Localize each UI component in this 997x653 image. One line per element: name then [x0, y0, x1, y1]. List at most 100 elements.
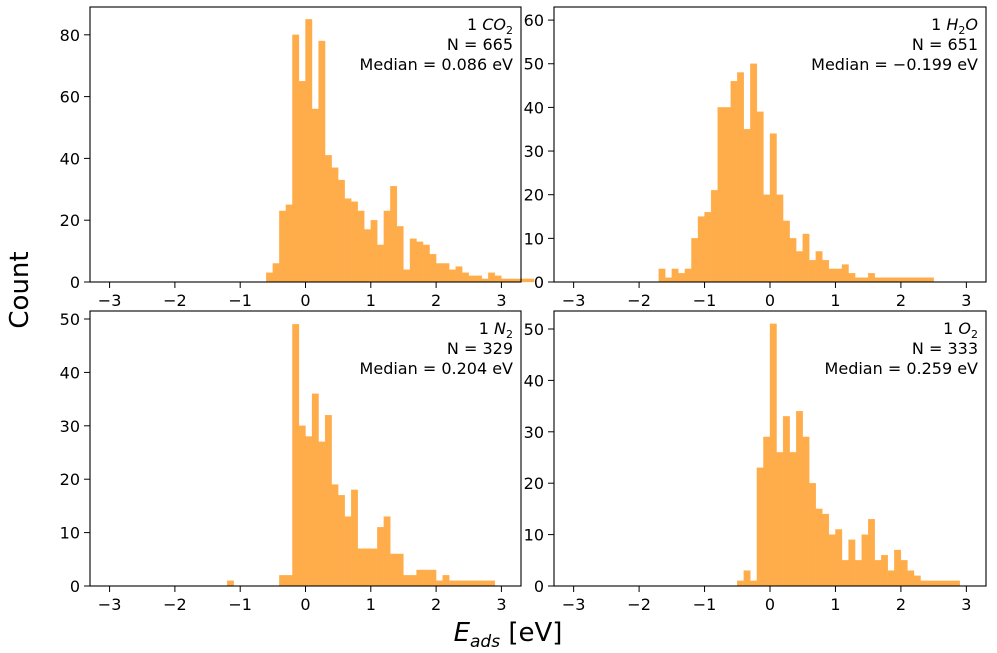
histogram-bar [468, 275, 476, 283]
histogram-bar [809, 260, 816, 283]
histogram-bar [331, 167, 339, 283]
histogram-bar [907, 570, 915, 587]
y-tick-label: 0 [534, 273, 544, 292]
y-tick-label: 20 [60, 470, 80, 489]
histogram-bar [868, 273, 875, 283]
x-tick-label: 3 [496, 291, 506, 310]
histogram-bar [809, 483, 816, 587]
count-label: N = 665 [447, 35, 513, 54]
histogram-bar [468, 580, 476, 587]
histogram-bar [435, 580, 443, 587]
histogram-bar [331, 484, 339, 587]
y-tick-label: 30 [60, 417, 80, 436]
histogram-bar [383, 210, 391, 283]
median-label: Median = −0.199 eV [811, 55, 978, 74]
species-label: 1 H2O [931, 15, 978, 37]
histogram-bar [390, 553, 398, 587]
histogram-bar [409, 238, 417, 283]
histogram-bar [782, 220, 790, 283]
histogram-bar [396, 226, 404, 283]
histogram-bar [737, 72, 744, 283]
histogram-bar [488, 272, 496, 283]
histogram-bar [364, 548, 371, 587]
histogram-bar [226, 580, 234, 587]
x-tick-label: −2 [627, 291, 651, 310]
histogram-bar [907, 277, 915, 283]
histogram-bar [868, 519, 875, 587]
x-tick-label: 0 [300, 291, 310, 310]
x-tick-label: −2 [163, 595, 187, 614]
histogram-bar [344, 198, 352, 283]
histogram-bar [344, 516, 352, 587]
histogram-bar [724, 107, 731, 283]
histogram-bar [311, 108, 319, 283]
histogram-bar [743, 570, 751, 587]
histogram-bar [894, 549, 902, 587]
y-tick-label: 50 [524, 320, 544, 339]
histogram-bar [887, 570, 895, 587]
x-tick-label: 2 [431, 595, 441, 614]
histogram-bar [370, 220, 378, 283]
histogram-bar [756, 111, 764, 283]
y-tick-label: 20 [524, 186, 544, 205]
histogram-bar [403, 575, 411, 587]
histogram-bar [324, 414, 332, 587]
count-label: N = 329 [447, 339, 513, 358]
histogram-bar [841, 560, 849, 587]
count-label: N = 651 [912, 35, 978, 54]
histogram-bar [887, 277, 895, 283]
y-tick-label: 10 [524, 229, 544, 248]
histogram-bar [854, 560, 862, 587]
histogram-bar [848, 539, 856, 587]
histogram-bar [730, 81, 738, 283]
histogram-bar [920, 580, 928, 587]
x-tick-label: −1 [228, 291, 252, 310]
median-label: Median = 0.259 eV [825, 359, 979, 378]
x-tick-label: −1 [228, 595, 252, 614]
y-tick-label: 40 [60, 149, 80, 168]
x-tick-label: 1 [366, 291, 376, 310]
histogram-bar [704, 212, 712, 283]
x-tick-label: −3 [98, 291, 122, 310]
histogram-bar [292, 324, 300, 587]
histogram-bar [494, 275, 502, 283]
x-tick-label: 3 [496, 595, 506, 614]
histogram-bar [894, 277, 902, 283]
histogram-bar [678, 273, 686, 283]
median-label: Median = 0.086 eV [360, 55, 514, 74]
histogram-bar [409, 575, 417, 587]
x-tick-label: 2 [431, 291, 441, 310]
histogram-bar [422, 569, 430, 587]
histogram-bar [756, 467, 764, 587]
x-axis-label: Eads [eV] [454, 618, 563, 652]
histogram-bar [475, 275, 482, 283]
histogram-bar [874, 277, 882, 283]
histogram-bar [357, 548, 365, 587]
y-tick-label: 30 [524, 142, 544, 161]
histogram-bar [311, 393, 319, 587]
histogram-bar [279, 575, 287, 587]
histogram-bar [442, 263, 450, 283]
histogram-bar [796, 411, 803, 587]
histogram-bar [691, 238, 699, 283]
histogram-bar [835, 529, 843, 587]
histogram-bar [455, 580, 463, 587]
x-tick-label: −3 [98, 595, 122, 614]
x-tick-label: −1 [693, 595, 717, 614]
histogram-bar [900, 560, 908, 587]
histogram-bar [279, 210, 287, 283]
histogram-bar [913, 277, 921, 283]
histogram-bar [298, 425, 306, 587]
histogram-bar [658, 268, 666, 283]
histogram-bar [285, 204, 293, 283]
histogram-bar [828, 534, 836, 587]
y-tick-label: 30 [524, 423, 544, 442]
histogram-bar [364, 229, 371, 283]
median-label: Median = 0.204 eV [360, 359, 514, 378]
histogram-bar [737, 580, 744, 587]
histogram-bar [828, 268, 836, 283]
histogram-bar [527, 278, 535, 283]
x-tick-label: 2 [896, 291, 906, 310]
histogram-bar [337, 179, 345, 283]
